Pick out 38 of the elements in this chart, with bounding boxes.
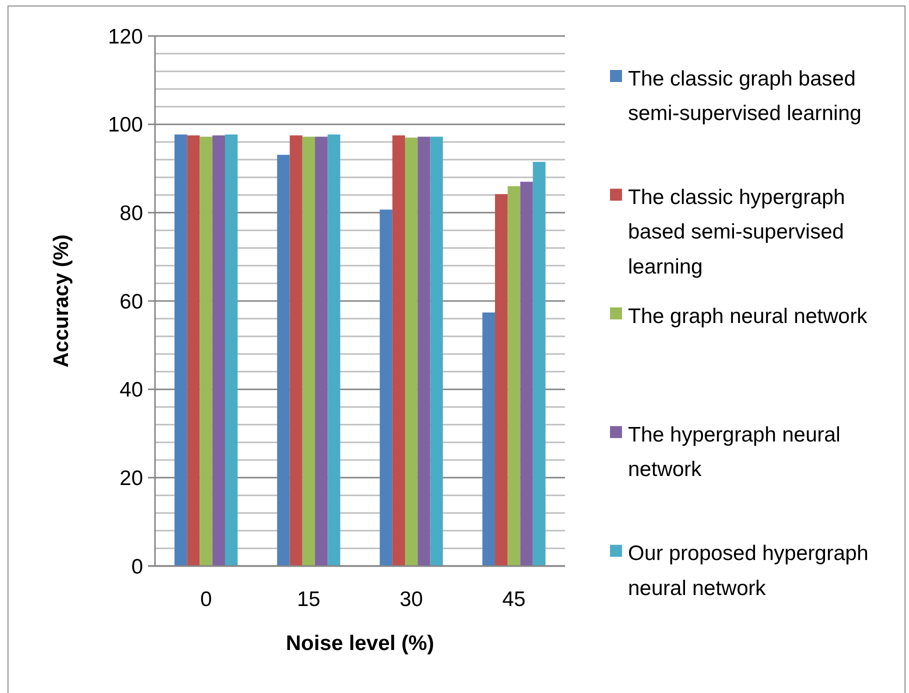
y-axis-title: Accuracy (%) (50, 234, 73, 368)
bar (508, 186, 520, 566)
bar (200, 136, 212, 566)
bar (290, 135, 302, 566)
legend-label: The graph neural network (628, 304, 868, 328)
bar (314, 136, 328, 566)
bar (212, 135, 225, 566)
bar (392, 135, 405, 566)
x-tick-label: 15 (297, 588, 320, 611)
bar (495, 194, 508, 566)
bar (418, 136, 430, 566)
y-tick-label: 80 (120, 202, 143, 226)
legend-label: The hypergraph neural network (628, 423, 840, 482)
bar (405, 138, 418, 566)
bar (430, 136, 443, 566)
bar (520, 182, 533, 566)
bar (482, 312, 496, 566)
legend-label: Our proposed hypergraph neural network (628, 542, 868, 600)
bar (277, 154, 290, 566)
bar (224, 134, 238, 566)
x-axis-title: Noise level (%) (286, 632, 434, 655)
bar (302, 136, 315, 566)
y-tick-label: 20 (120, 467, 143, 490)
bar (187, 135, 200, 566)
bar (328, 134, 340, 566)
legend-label: The classic hypergraph based semi-supervised learning (628, 186, 846, 278)
x-tick-label: 30 (400, 588, 423, 611)
y-tick-label: 60 (120, 290, 143, 314)
bar (380, 210, 392, 566)
y-tick-label: 40 (120, 378, 143, 402)
y-tick-label: 120 (108, 25, 143, 48)
bar (532, 162, 546, 566)
bar (174, 134, 188, 566)
y-tick-label: 0 (131, 555, 143, 578)
x-tick-label: 0 (200, 588, 212, 611)
y-tick-label: 100 (108, 114, 143, 137)
legend-label: The classic graph based semi-supervised learning (628, 67, 862, 125)
x-tick-label: 45 (502, 588, 526, 611)
